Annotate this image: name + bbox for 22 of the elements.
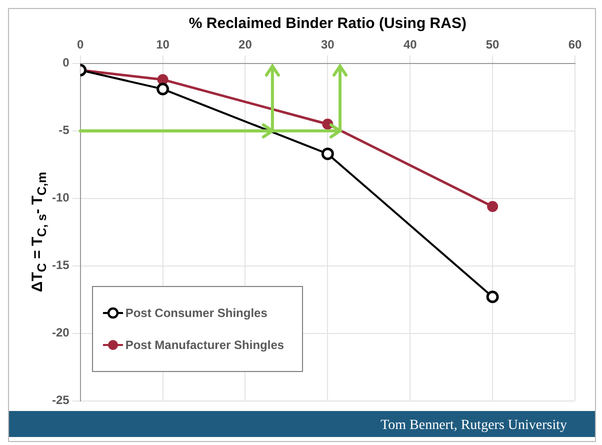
x-tick-label: 30 (320, 38, 335, 52)
text: Tom Bennert, Rutgers University (380, 418, 567, 433)
legend-label: Post Manufacturer Shingles (125, 338, 284, 352)
legend-label: Post Consumer Shingles (125, 306, 268, 320)
point (321, 148, 334, 160)
x-tick-label: 50 (486, 38, 500, 52)
point (322, 118, 334, 130)
point (156, 82, 170, 96)
y-tick-label: 0 (62, 56, 70, 70)
y-tick-label: -15 (52, 258, 70, 272)
x-tick-label: 40 (403, 38, 418, 52)
x-tick-label: 0 (77, 38, 84, 52)
x-tick-label: 60 (568, 38, 582, 52)
point (486, 290, 499, 304)
y-tick-label: -5 (58, 123, 70, 138)
y-tick-label: -10 (52, 190, 70, 205)
x-axis-title: % Reclaimed Binder Ratio (Using RAS) (188, 15, 466, 32)
x-tick-label: 10 (156, 38, 170, 52)
point (487, 200, 498, 212)
x-tick-label: 20 (238, 38, 252, 52)
y-tick-label: -25 (52, 393, 70, 408)
y-tick-label: -20 (52, 326, 70, 340)
